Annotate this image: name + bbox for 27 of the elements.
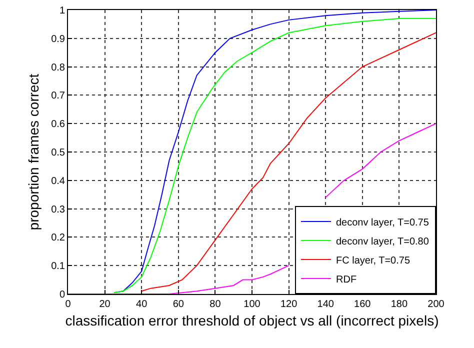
y-tick-label: 0 (59, 290, 66, 300)
x-axis-title: classification error threshold of object vs all (incorrect pixels) (65, 312, 439, 328)
legend-label: RDF (336, 274, 357, 286)
x-tick-label: 160 (354, 299, 372, 310)
y-tick-label: 0.5 (51, 148, 66, 158)
legend-label: deconv layer, T=0.80 (336, 236, 430, 248)
x-tick-label: 140 (317, 299, 334, 310)
y-tick-label: 1 (59, 6, 66, 16)
x-tick-label: 100 (244, 299, 261, 310)
x-tick-label: 40 (136, 299, 148, 310)
y-tick-label: 0.9 (51, 34, 66, 45)
x-tick-label: 80 (210, 299, 222, 310)
y-tick-label: 0.4 (51, 176, 66, 187)
y-tick-label: 0.7 (51, 90, 66, 102)
x-tick-label: 120 (280, 299, 298, 310)
legend-label: deconv layer, T=0.75 (336, 217, 430, 228)
y-tick-label: 0.8 (51, 62, 66, 74)
legend-label: FC layer, T=0.75 (336, 255, 410, 266)
x-tick-label: 180 (390, 299, 408, 310)
x-tick-label: 20 (99, 299, 111, 310)
y-tick-label: 0.6 (51, 119, 66, 130)
y-tick-label: 0.2 (51, 232, 66, 244)
y-axis-title: proportion frames correct (26, 74, 42, 230)
x-tick-label: 60 (172, 299, 184, 310)
x-tick-label: 200 (428, 299, 445, 310)
y-tick-label: 0.3 (51, 204, 66, 216)
y-tick-label: 0.1 (51, 261, 66, 272)
